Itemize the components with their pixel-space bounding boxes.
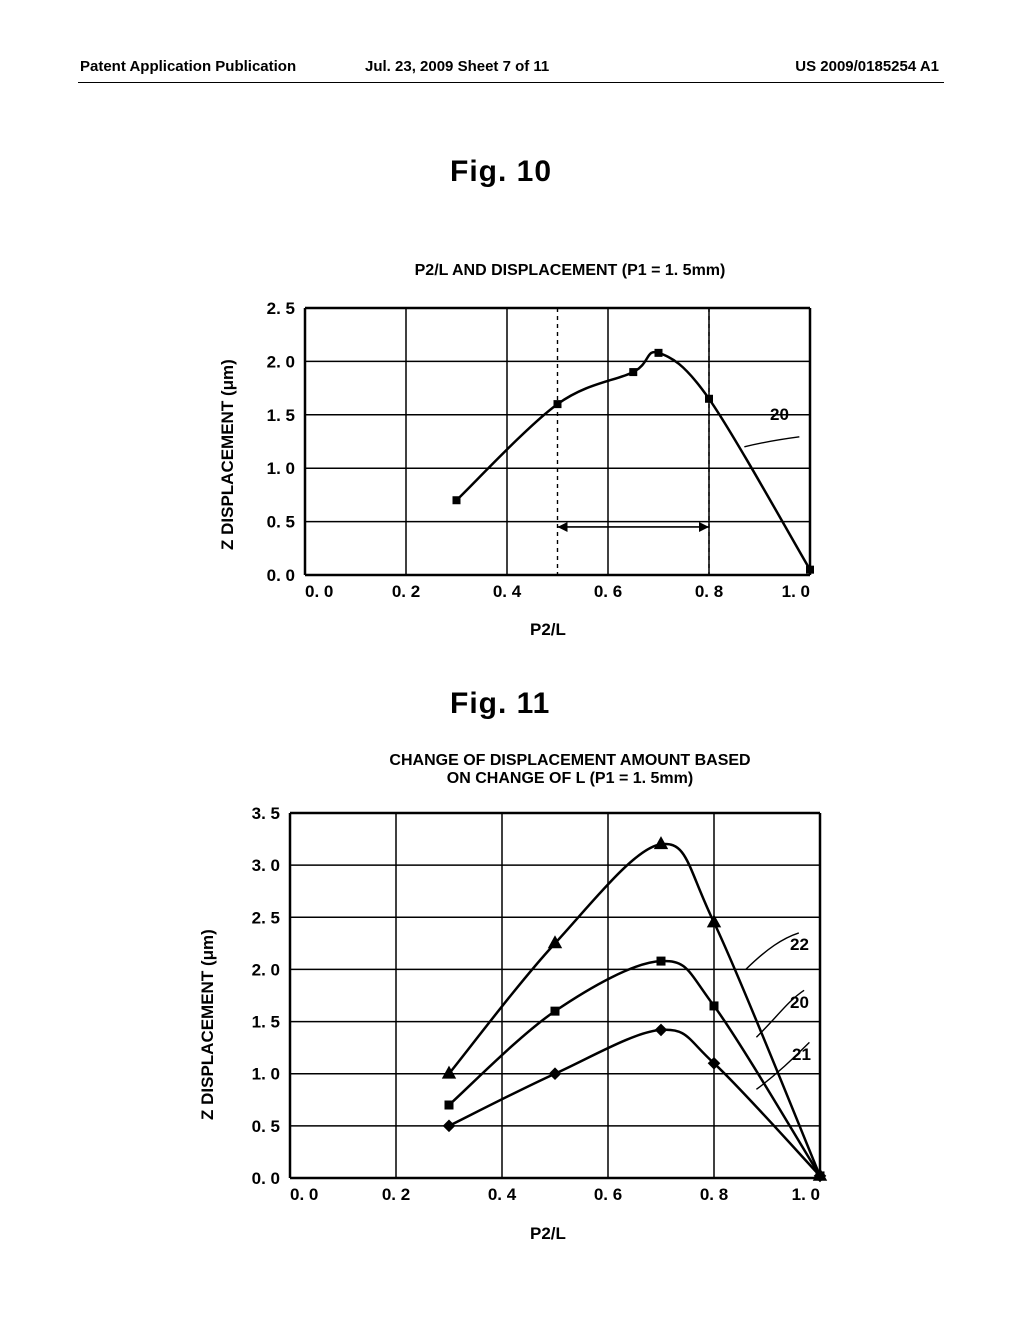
- header-rule: [78, 82, 944, 83]
- svg-text:0. 4: 0. 4: [493, 582, 522, 601]
- svg-text:0. 6: 0. 6: [594, 1185, 622, 1204]
- svg-text:0. 2: 0. 2: [392, 582, 420, 601]
- svg-text:2. 5: 2. 5: [267, 299, 295, 318]
- svg-text:0. 0: 0. 0: [305, 582, 333, 601]
- header-left: Patent Application Publication: [80, 58, 296, 75]
- svg-text:1. 5: 1. 5: [252, 1013, 280, 1032]
- svg-text:0. 8: 0. 8: [700, 1185, 728, 1204]
- fig11-ylabel: Z DISPLACEMENT (μm): [198, 929, 218, 1120]
- svg-text:0. 0: 0. 0: [267, 566, 295, 585]
- fig11-title-text: CHANGE OF DISPLACEMENT AMOUNT BASEDON CH…: [389, 752, 750, 787]
- header-right: US 2009/0185254 A1: [795, 58, 939, 75]
- svg-text:3. 0: 3. 0: [252, 856, 280, 875]
- svg-text:1. 5: 1. 5: [267, 406, 295, 425]
- svg-text:0. 0: 0. 0: [252, 1169, 280, 1188]
- fig10-label: Fig. 10: [450, 155, 552, 189]
- svg-text:0. 2: 0. 2: [382, 1185, 410, 1204]
- fig11-title: CHANGE OF DISPLACEMENT AMOUNT BASEDON CH…: [330, 752, 810, 789]
- svg-text:0. 4: 0. 4: [488, 1185, 517, 1204]
- header-mid: Jul. 23, 2009 Sheet 7 of 11: [365, 58, 549, 75]
- svg-text:1. 0: 1. 0: [782, 582, 810, 601]
- svg-text:0. 5: 0. 5: [252, 1117, 280, 1136]
- fig11-xlabel: P2/L: [530, 1224, 566, 1244]
- fig11-label: Fig. 11: [450, 687, 550, 721]
- fig10-xlabel: P2/L: [530, 620, 566, 640]
- svg-text:2. 0: 2. 0: [252, 960, 280, 979]
- svg-text:0. 6: 0. 6: [594, 582, 622, 601]
- svg-text:1. 0: 1. 0: [792, 1185, 820, 1204]
- svg-text:1. 0: 1. 0: [252, 1065, 280, 1084]
- page: { "header": { "left": "Patent Applicatio…: [0, 0, 1024, 1320]
- svg-text:0. 5: 0. 5: [267, 513, 295, 532]
- fig10-chart: 0. 0 0. 5 1. 0 1. 5 2. 0 2. 5 0. 0 0. 2 0. 4 0. 6…: [240, 296, 822, 620]
- svg-text:2. 0: 2. 0: [267, 352, 295, 371]
- fig10-ylabel: Z DISPLACEMENT (μm): [218, 359, 238, 550]
- svg-text:0. 8: 0. 8: [695, 582, 723, 601]
- fig11-chart: 0. 0 0. 5 1. 0 1. 5 2. 0 2. 5 3. 0 3. 5 0. 0 0. 2…: [225, 801, 832, 1223]
- svg-text:1. 0: 1. 0: [267, 459, 295, 478]
- svg-text:0. 0: 0. 0: [290, 1185, 318, 1204]
- fig10-title: P2/L AND DISPLACEMENT (P1 = 1. 5mm): [360, 262, 780, 280]
- svg-text:2. 5: 2. 5: [252, 908, 280, 927]
- svg-text:3. 5: 3. 5: [252, 804, 280, 823]
